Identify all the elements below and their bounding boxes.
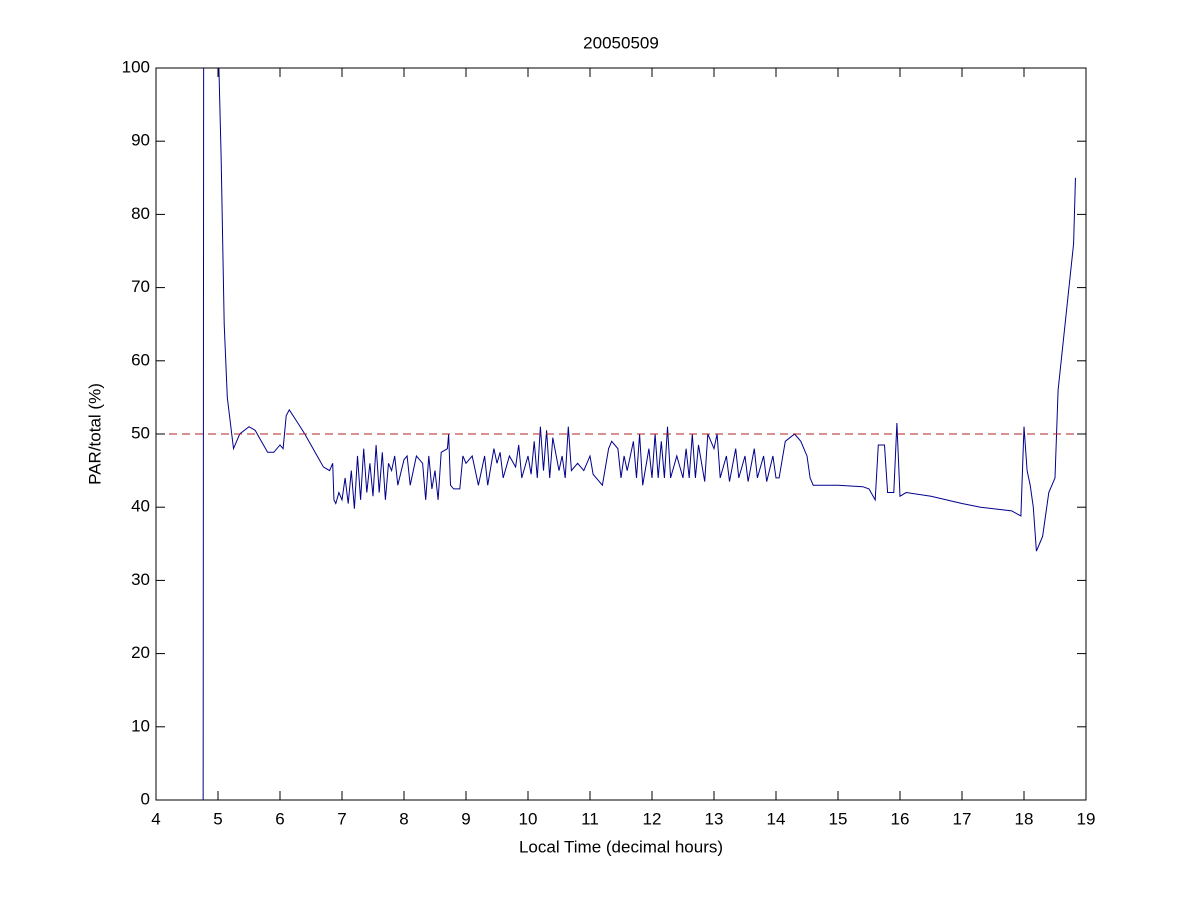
- y-tick-label: 30: [131, 570, 150, 589]
- y-tick-label: 90: [131, 131, 150, 150]
- x-tick-label: 6: [275, 809, 284, 828]
- data-line: [202, 68, 1076, 800]
- y-tick-label: 0: [141, 789, 150, 808]
- x-tick-label: 11: [581, 809, 599, 828]
- x-tick-label: 5: [213, 809, 222, 828]
- y-tick-label: 70: [131, 277, 150, 296]
- y-tick-label: 20: [131, 643, 150, 662]
- x-tick-label: 9: [461, 809, 470, 828]
- x-tick-label: 15: [829, 809, 848, 828]
- plot-area: [155, 67, 1087, 801]
- y-tick-label: 100: [122, 57, 150, 76]
- x-tick-label: 18: [1015, 809, 1034, 828]
- plot-lines: [156, 68, 1086, 800]
- y-tick-label: 60: [131, 350, 150, 369]
- x-tick-label: 7: [337, 809, 346, 828]
- y-tick-label: 50: [131, 423, 150, 442]
- x-tick-label: 13: [705, 809, 724, 828]
- x-tick-label: 19: [1077, 809, 1096, 828]
- y-tick-label: 40: [131, 497, 150, 516]
- y-axis-label: PAR/total (%): [85, 383, 104, 485]
- x-tick-label: 14: [767, 809, 786, 828]
- chart-title: 20050509: [583, 33, 659, 52]
- y-tick-label: 80: [131, 204, 150, 223]
- x-tick-label: 4: [151, 809, 160, 828]
- y-tick-label: 10: [131, 716, 150, 735]
- x-tick-label: 10: [519, 809, 538, 828]
- x-tick-label: 16: [891, 809, 910, 828]
- x-tick-label: 8: [399, 809, 408, 828]
- x-axis-label: Local Time (decimal hours): [519, 837, 723, 856]
- x-tick-label: 12: [643, 809, 662, 828]
- x-tick-label: 17: [953, 809, 972, 828]
